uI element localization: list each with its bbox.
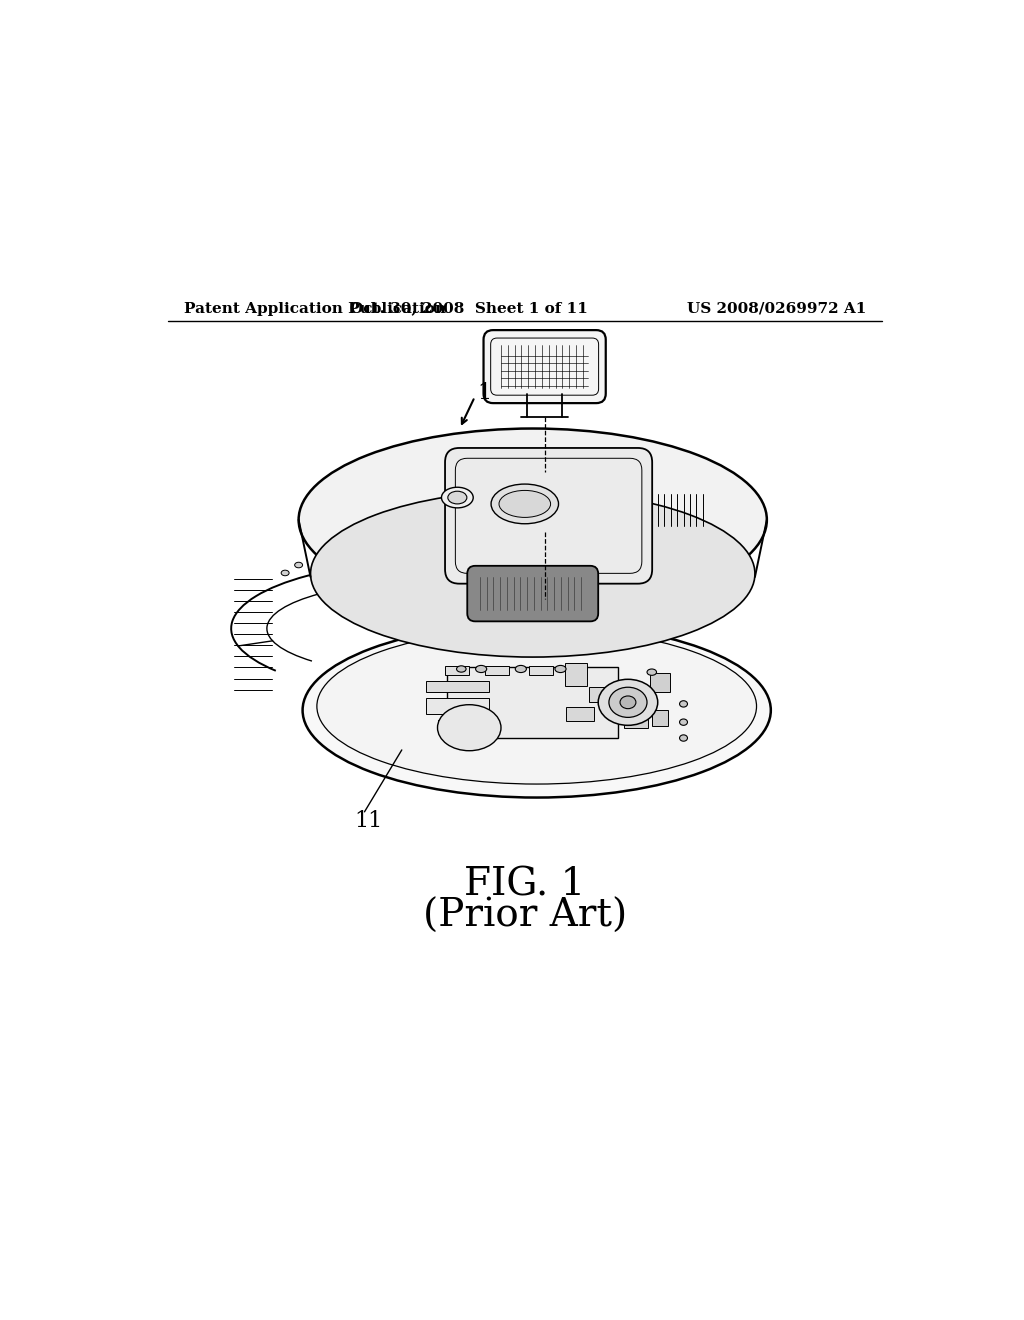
Ellipse shape — [447, 491, 467, 504]
Ellipse shape — [598, 680, 657, 725]
FancyBboxPatch shape — [483, 330, 606, 403]
Ellipse shape — [316, 628, 757, 784]
Text: (Prior Art): (Prior Art) — [423, 898, 627, 935]
Bar — [650, 673, 670, 693]
Ellipse shape — [282, 570, 289, 576]
Text: FIG. 1: FIG. 1 — [464, 866, 586, 903]
Ellipse shape — [680, 735, 687, 742]
Ellipse shape — [310, 491, 755, 657]
Ellipse shape — [555, 665, 566, 673]
Ellipse shape — [492, 484, 558, 524]
Ellipse shape — [295, 562, 303, 568]
Bar — [437, 721, 477, 733]
Bar — [528, 665, 553, 676]
Ellipse shape — [475, 665, 486, 673]
Bar — [652, 710, 668, 726]
Text: US 2008/0269972 A1: US 2008/0269972 A1 — [687, 302, 866, 315]
Ellipse shape — [499, 491, 551, 517]
Bar — [445, 665, 469, 676]
Ellipse shape — [680, 719, 687, 725]
Ellipse shape — [515, 665, 526, 673]
Ellipse shape — [303, 623, 771, 797]
Bar — [485, 665, 509, 676]
Bar — [426, 698, 489, 714]
Ellipse shape — [647, 669, 656, 676]
FancyBboxPatch shape — [467, 566, 598, 622]
Ellipse shape — [680, 701, 687, 708]
Text: 11: 11 — [354, 810, 382, 833]
Ellipse shape — [609, 688, 647, 717]
Bar — [426, 681, 489, 692]
Bar — [589, 688, 611, 701]
Ellipse shape — [441, 487, 473, 508]
Text: Oct. 30, 2008  Sheet 1 of 11: Oct. 30, 2008 Sheet 1 of 11 — [350, 302, 588, 315]
Bar — [624, 693, 648, 729]
Ellipse shape — [299, 429, 767, 611]
Text: Patent Application Publication: Patent Application Publication — [183, 302, 445, 315]
Ellipse shape — [437, 705, 501, 751]
Ellipse shape — [621, 696, 636, 709]
Bar — [565, 663, 588, 686]
FancyBboxPatch shape — [447, 667, 618, 738]
Bar — [566, 708, 594, 721]
FancyBboxPatch shape — [445, 447, 652, 583]
Text: 1: 1 — [477, 381, 492, 404]
Ellipse shape — [457, 665, 466, 672]
